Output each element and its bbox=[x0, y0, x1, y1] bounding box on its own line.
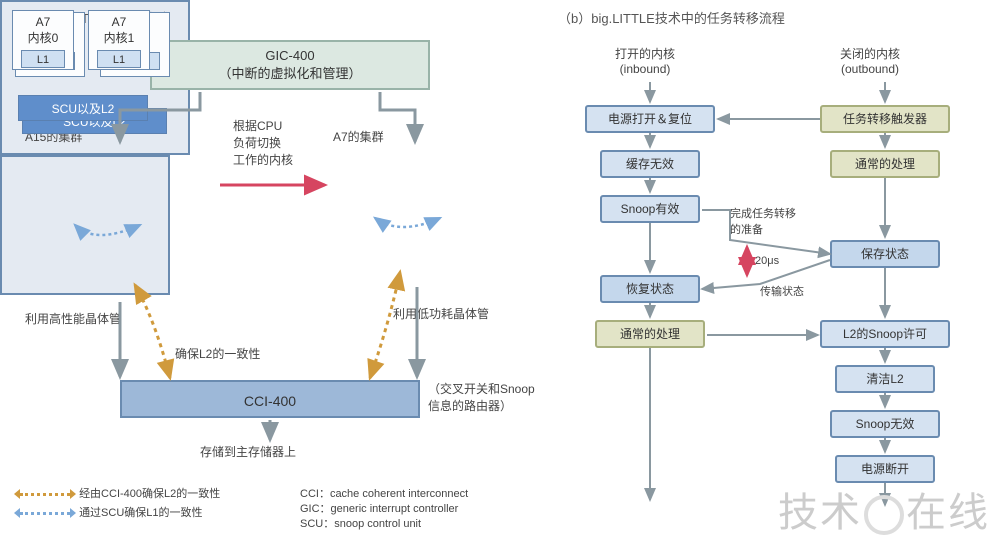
blue-dotted-arrow-icon bbox=[20, 512, 70, 515]
switch-note: 根据CPU 负荷切换 工作的内核 bbox=[233, 117, 293, 168]
cci-desc: （交叉开关和Snoop 信息的路由器） bbox=[428, 380, 535, 414]
gic-desc: （中断的虚拟化和管理） bbox=[218, 63, 361, 82]
in-poweron: 电源打开＆复位 bbox=[585, 105, 715, 133]
in-snoopon: Snoop有效 bbox=[600, 195, 700, 223]
a7-core0-l1: L1 bbox=[21, 50, 65, 68]
outbound-header: 关闭的内核 (outbound) bbox=[840, 45, 900, 76]
gic-name: GIC-400 bbox=[265, 48, 314, 63]
in-cacheinv: 缓存无效 bbox=[600, 150, 700, 178]
xfer-note: 传输状态 bbox=[760, 283, 804, 299]
a7-cluster: A7 内核0 L1 A7 内核1 L1 SCU以及L2 bbox=[0, 155, 170, 295]
title-b: （b）big.LITTLE技术中的任务转移流程 bbox=[558, 8, 785, 27]
out-snoopoff: Snoop无效 bbox=[830, 410, 940, 438]
a7-core0: A7 内核0 L1 bbox=[12, 10, 74, 70]
a7-scu: SCU以及L2 bbox=[18, 95, 148, 121]
out-cleanl2: 清洁L2 bbox=[835, 365, 935, 393]
out-trigger: 任务转移触发器 bbox=[820, 105, 950, 133]
out-normal: 通常的处理 bbox=[830, 150, 940, 178]
abbrev-gic: GIC：generic interrupt controller bbox=[300, 500, 458, 516]
in-normal: 通常的处理 bbox=[595, 320, 705, 348]
watermark: 技术在线 bbox=[778, 480, 990, 538]
time-note: 20μs bbox=[755, 255, 779, 267]
a7-core1-l1: L1 bbox=[97, 50, 141, 68]
a15-note: 利用高性能晶体管 bbox=[25, 310, 121, 327]
l2-consistency-note: 确保L2的一致性 bbox=[175, 345, 260, 362]
a7-cluster-label: A7的集群 bbox=[333, 128, 384, 145]
cci-box: CCI-400 bbox=[120, 380, 420, 418]
out-poweroff: 电源断开 bbox=[835, 455, 935, 483]
legend-orange: 经由CCI-400确保L2的一致性 bbox=[20, 485, 220, 501]
storage-note: 存储到主存储器上 bbox=[200, 443, 296, 460]
inbound-header: 打开的内核 (inbound) bbox=[615, 45, 675, 76]
watermark-ring-icon bbox=[864, 495, 904, 535]
abbrev-scu: SCU：snoop control unit bbox=[300, 515, 421, 531]
ready-note: 完成任务转移 的准备 bbox=[730, 205, 796, 237]
a7-note: 利用低功耗晶体管 bbox=[393, 305, 489, 322]
out-save: 保存状态 bbox=[830, 240, 940, 268]
abbrev-cci: CCI：cache coherent interconnect bbox=[300, 485, 468, 501]
orange-dotted-arrow-icon bbox=[20, 493, 70, 496]
out-l2snoop: L2的Snoop许可 bbox=[820, 320, 950, 348]
panel-b-flowchart: （b）big.LITTLE技术中的任务转移流程 打开的内核 (inbound) … bbox=[550, 0, 1000, 548]
a7-core1: A7 内核1 L1 bbox=[88, 10, 150, 70]
gic-box: GIC-400 （中断的虚拟化和管理） bbox=[150, 40, 430, 90]
panel-a-architecture: （a）big.LITTLE技术的构成 GIC-400 （中断的虚拟化和管理） A… bbox=[0, 0, 550, 548]
legend-blue: 通过SCU确保L1的一致性 bbox=[20, 504, 203, 520]
in-restore: 恢复状态 bbox=[600, 275, 700, 303]
